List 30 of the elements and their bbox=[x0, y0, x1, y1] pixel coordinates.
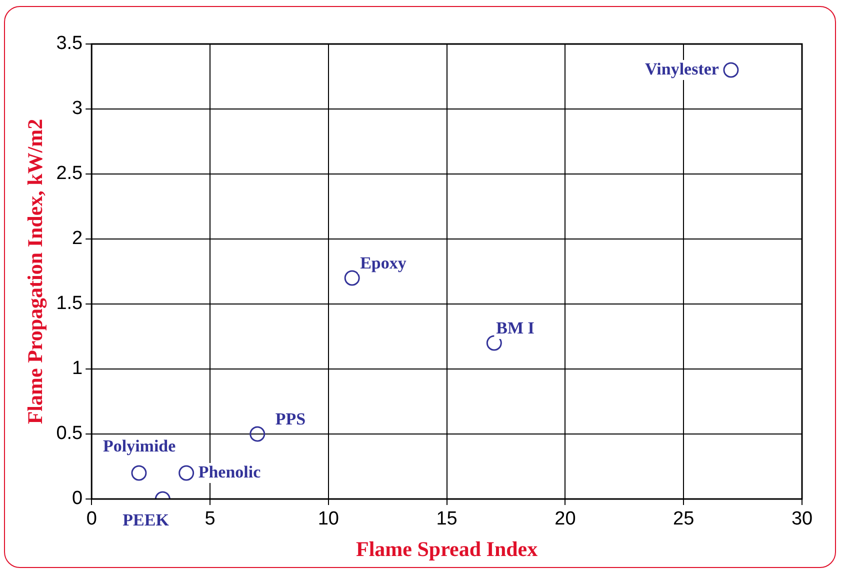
point bbox=[178, 465, 194, 481]
y-tick-label: 3.5 bbox=[56, 33, 83, 54]
annotation: Vinylester bbox=[644, 59, 720, 78]
annotation: Epoxy bbox=[360, 253, 407, 272]
x-tick-label: 15 bbox=[436, 508, 458, 530]
y-tick-label: 2.5 bbox=[56, 163, 83, 184]
annotation: PEEK bbox=[122, 510, 170, 530]
x-tick-label: 30 bbox=[791, 508, 813, 530]
annotation: Phenolic bbox=[198, 462, 262, 482]
y-axis-title: Flame Propagation Index, kW/m2 bbox=[23, 118, 48, 424]
point bbox=[344, 270, 360, 286]
x-tick-label: 25 bbox=[673, 508, 694, 530]
x-tick-label: 10 bbox=[318, 508, 339, 530]
x-tick-label: 5 bbox=[204, 508, 216, 530]
y-tick-label: 1.5 bbox=[56, 293, 83, 314]
y-tick-label: 2 bbox=[72, 228, 83, 250]
x-axis-title: Flame Spread Index bbox=[356, 536, 538, 561]
annotation: PPS bbox=[275, 409, 306, 428]
x-tick-label: 20 bbox=[554, 508, 576, 530]
annotation: BM I bbox=[496, 318, 535, 338]
y-tick-label: 3 bbox=[72, 98, 83, 120]
point bbox=[250, 426, 266, 442]
y-tick-label: 0.5 bbox=[56, 423, 83, 444]
point bbox=[723, 62, 739, 78]
annotation: Polyimide bbox=[102, 436, 176, 456]
y-tick-label: 1 bbox=[72, 358, 83, 380]
y-tick-label: 0 bbox=[72, 488, 83, 510]
x-tick-label: 0 bbox=[86, 508, 97, 530]
point bbox=[131, 465, 147, 481]
point bbox=[486, 335, 502, 351]
